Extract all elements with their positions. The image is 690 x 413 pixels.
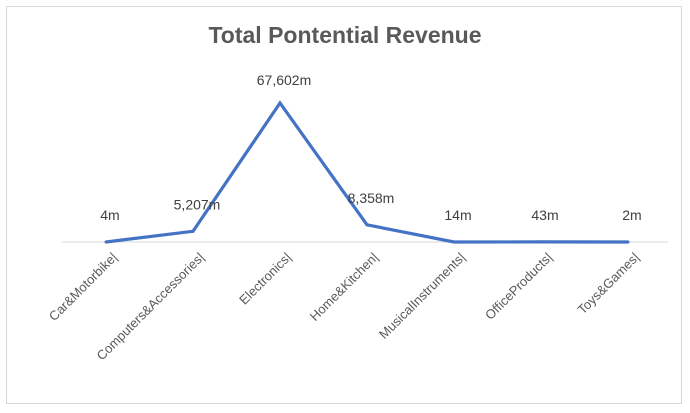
- x-tick-label: Car&Motorbike|: [46, 250, 120, 324]
- chart-frame: [6, 6, 682, 404]
- data-label: 14m: [444, 207, 471, 223]
- data-point: [539, 240, 543, 244]
- data-label: 43m: [531, 207, 558, 223]
- x-tick-label: Toys&Games|: [574, 250, 642, 318]
- data-point: [104, 240, 108, 244]
- data-point: [452, 240, 456, 244]
- data-label: 8,358m: [348, 190, 395, 206]
- x-tick-label: Electronics|: [236, 250, 294, 308]
- data-label: 2m: [622, 207, 641, 223]
- data-label: 67,602m: [257, 72, 311, 88]
- data-point: [626, 240, 630, 244]
- x-tick-label: Home&Kitchen|: [307, 250, 381, 324]
- data-point: [365, 223, 369, 227]
- data-point: [278, 101, 282, 105]
- data-label: 4m: [100, 207, 119, 223]
- x-tick-label: MusicalInstruments|: [376, 250, 468, 342]
- x-tick-label: OfficeProducts|: [482, 250, 555, 323]
- data-label: 5,207m: [174, 196, 221, 212]
- data-point: [191, 229, 195, 233]
- chart-title: Total Pontential Revenue: [208, 22, 482, 48]
